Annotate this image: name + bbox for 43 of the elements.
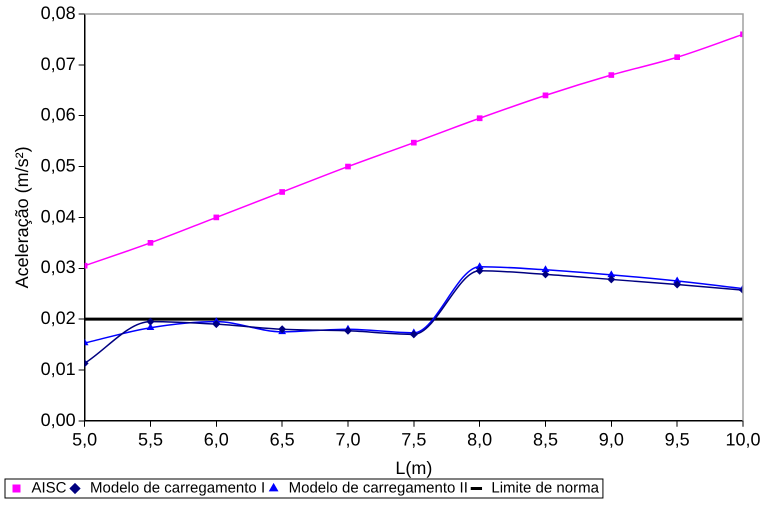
point — [673, 280, 682, 289]
y-tick-label: 0,02 — [40, 308, 76, 328]
y-tick-label: 0,04 — [40, 206, 76, 226]
x-tick-label: 6,0 — [204, 430, 229, 450]
point — [212, 320, 220, 328]
point — [476, 266, 484, 275]
point — [148, 240, 154, 246]
point — [345, 164, 351, 170]
legend-label: Limite de norma — [491, 480, 600, 497]
y-tick-label: 0,01 — [40, 358, 76, 379]
point — [279, 189, 285, 195]
point — [146, 318, 154, 326]
x-tick-label: 8,5 — [532, 430, 558, 450]
x-tick-label: 5,0 — [72, 430, 98, 450]
x-tick-label: 9,0 — [598, 430, 624, 450]
x-tick-label: 9,5 — [664, 430, 690, 450]
x-tick-label: 7,0 — [335, 430, 360, 450]
y-axis-title: Aceleração (m/s²) — [12, 146, 32, 288]
point — [541, 270, 550, 278]
x-tick-label: 7,5 — [401, 430, 426, 450]
y-tick-label: 0,05 — [40, 156, 76, 176]
legend-label: Modelo de carregamento I — [90, 480, 266, 497]
x-tick-label: 10,0 — [725, 430, 761, 450]
point — [542, 92, 548, 98]
x-axis-title: L(m) — [395, 458, 432, 478]
point — [344, 326, 352, 335]
point — [607, 275, 616, 284]
legend-label: Modelo de carregamento II — [288, 480, 468, 497]
point — [410, 140, 417, 146]
y-tick-label: 0,03 — [40, 257, 76, 278]
x-tick-label: 5,5 — [138, 430, 163, 450]
y-tick-label: 0,08 — [40, 2, 76, 23]
y-tick-label: 0,00 — [40, 410, 76, 430]
point — [608, 72, 614, 78]
y-tick-label: 0,07 — [40, 54, 76, 74]
y-tick-label: 0,06 — [40, 104, 76, 125]
point — [476, 115, 482, 122]
x-tick-label: 8,0 — [467, 430, 492, 450]
point — [674, 54, 680, 60]
x-tick-label: 6,5 — [270, 430, 295, 450]
legend-label: AISC — [32, 480, 67, 497]
point — [410, 330, 418, 338]
point — [213, 214, 220, 220]
